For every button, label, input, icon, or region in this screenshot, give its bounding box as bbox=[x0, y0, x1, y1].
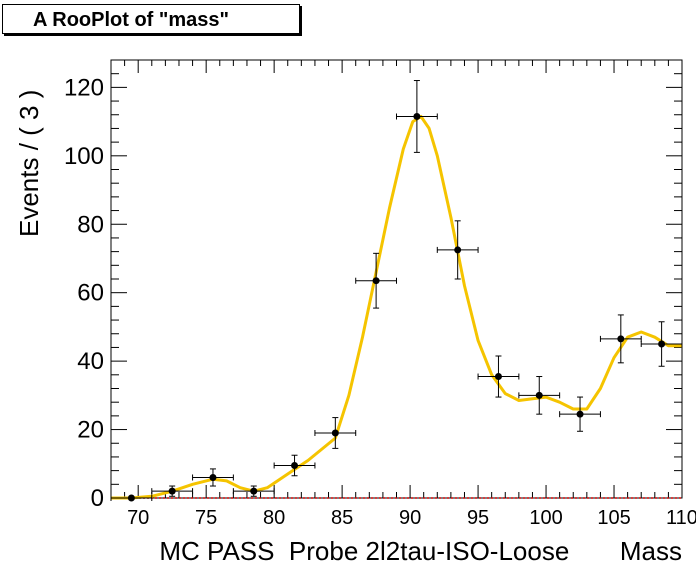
data-marker bbox=[576, 410, 584, 418]
data-marker bbox=[494, 373, 502, 381]
x-tick-label: 85 bbox=[331, 507, 353, 529]
data-marker bbox=[372, 277, 380, 285]
data-point bbox=[477, 355, 520, 398]
x-axis-label: MC PASS Probe 2l2tau-ISO-Loose Mass bbox=[159, 536, 682, 566]
data-point bbox=[559, 396, 601, 432]
x-tick-label: 100 bbox=[529, 507, 562, 529]
data-marker bbox=[209, 473, 217, 481]
y-tick-label: 40 bbox=[77, 348, 104, 375]
y-axis-tick-labels: 0 20 40 60 80 100 120 bbox=[64, 74, 104, 512]
x-axis-ticks bbox=[110, 60, 683, 498]
y-tick-label: 100 bbox=[64, 143, 104, 170]
y-axis-label: Events / ( 3 ) bbox=[14, 90, 44, 237]
data-marker bbox=[658, 340, 666, 348]
data-point bbox=[599, 314, 642, 364]
fit-curve bbox=[111, 115, 682, 500]
data-point bbox=[151, 485, 194, 497]
data-marker bbox=[331, 429, 339, 437]
data-marker bbox=[291, 461, 299, 469]
x-tick-label: 70 bbox=[127, 507, 149, 529]
x-tick-label: 80 bbox=[263, 507, 285, 529]
data-marker bbox=[535, 391, 543, 399]
data-marker bbox=[454, 246, 462, 254]
chart-title: A RooPlot of "mass" bbox=[2, 4, 300, 34]
x-tick-label: 90 bbox=[399, 507, 421, 529]
data-marker bbox=[413, 112, 421, 120]
x-tick-label: 75 bbox=[195, 507, 217, 529]
data-marker bbox=[168, 487, 176, 495]
data-point bbox=[640, 321, 683, 367]
data-point bbox=[273, 454, 316, 477]
data-marker bbox=[127, 494, 135, 502]
x-axis-tick-labels: 70 75 80 85 90 95 100 105 110 bbox=[127, 507, 696, 529]
data-marker bbox=[617, 335, 625, 343]
data-point bbox=[110, 494, 153, 502]
x-tick-label: 105 bbox=[597, 507, 630, 529]
data-marker bbox=[250, 487, 258, 495]
data-point bbox=[232, 485, 275, 497]
x-tick-label: 110 bbox=[666, 507, 696, 529]
x-tick-label: 95 bbox=[467, 507, 489, 529]
data-point bbox=[192, 468, 234, 487]
y-tick-label: 80 bbox=[77, 211, 104, 238]
data-point bbox=[518, 376, 561, 415]
series-layer bbox=[110, 80, 683, 502]
y-tick-label: 0 bbox=[91, 485, 104, 512]
data-point bbox=[436, 220, 479, 280]
data-point bbox=[355, 252, 397, 309]
y-axis-ticks bbox=[111, 59, 682, 499]
data-point bbox=[314, 417, 357, 449]
y-tick-label: 20 bbox=[77, 417, 104, 444]
y-tick-label: 120 bbox=[64, 74, 104, 101]
y-tick-label: 60 bbox=[77, 280, 104, 307]
data-point bbox=[396, 80, 438, 153]
